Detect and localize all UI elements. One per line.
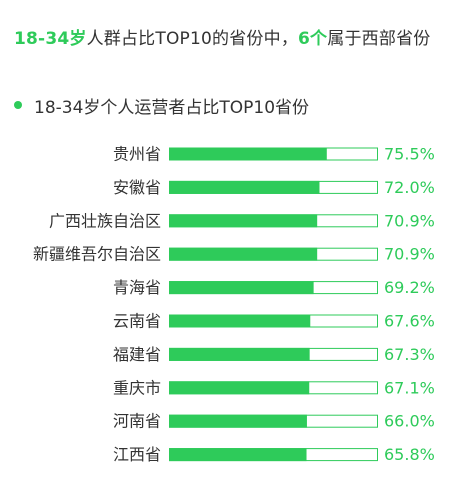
value-label: 75.5%	[384, 145, 435, 164]
category-label: 广西壮族自治区	[49, 211, 161, 230]
headline-count-highlight: 6个	[298, 29, 328, 49]
bar-row: 重庆市 67.1%	[113, 378, 435, 397]
category-label: 福建省	[113, 345, 161, 364]
headline-age-highlight: 18-34岁	[14, 29, 87, 49]
value-label: 70.9%	[384, 211, 435, 230]
bar-row: 广西壮族自治区 70.9%	[49, 211, 435, 230]
legend-title: 18-34岁个人运营者占比TOP10省份	[34, 97, 310, 118]
bar-fill	[169, 448, 307, 462]
bar-row: 安徽省 72.0%	[113, 178, 435, 197]
bar-fill	[169, 314, 311, 328]
headline-text-2: 属于西部省份	[327, 29, 431, 49]
value-label: 67.1%	[384, 378, 435, 397]
category-label: 贵州省	[113, 145, 161, 164]
category-label: 河南省	[113, 412, 161, 431]
bar-fill	[169, 414, 307, 428]
category-label: 安徽省	[113, 178, 161, 197]
bar-row: 青海省 69.2%	[113, 278, 435, 297]
bar-row: 江西省 65.8%	[113, 445, 435, 464]
bar-row: 河南省 66.0%	[113, 412, 435, 431]
value-label: 66.0%	[384, 412, 435, 431]
bar-fill	[169, 381, 310, 395]
category-label: 江西省	[113, 445, 161, 464]
value-label: 72.0%	[384, 178, 435, 197]
bar-fill	[169, 180, 320, 194]
value-label: 67.6%	[384, 312, 435, 331]
headline-text-1: 人群占比TOP10的省份中，	[86, 29, 299, 49]
headline: 18-34岁人群占比TOP10的省份中，6个属于西部省份	[14, 26, 430, 52]
value-label: 67.3%	[384, 345, 435, 364]
category-label: 新疆维吾尔自治区	[33, 245, 161, 264]
bar-row: 云南省 67.6%	[113, 312, 435, 331]
chart-legend: 18-34岁个人运营者占比TOP10省份	[14, 94, 310, 118]
category-label: 重庆市	[113, 378, 161, 397]
legend-dot-icon	[14, 101, 22, 109]
bar-row: 福建省 67.3%	[113, 345, 435, 364]
value-label: 65.8%	[384, 445, 435, 464]
category-label: 云南省	[113, 312, 161, 331]
bar-fill	[169, 281, 314, 295]
bar-row: 贵州省 75.5%	[113, 145, 435, 164]
category-label: 青海省	[113, 278, 161, 297]
bar-row: 新疆维吾尔自治区 70.9%	[33, 245, 435, 264]
bar-fill	[169, 147, 327, 161]
bar-fill	[169, 347, 310, 361]
value-label: 69.2%	[384, 278, 435, 297]
bar-fill	[169, 214, 318, 228]
bar-fill	[169, 247, 318, 261]
value-label: 70.9%	[384, 245, 435, 264]
